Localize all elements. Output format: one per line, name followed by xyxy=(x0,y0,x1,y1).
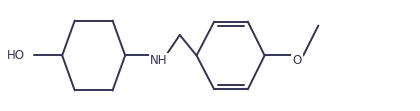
Text: O: O xyxy=(292,54,302,67)
Text: NH: NH xyxy=(150,54,168,67)
Text: HO: HO xyxy=(7,49,25,62)
